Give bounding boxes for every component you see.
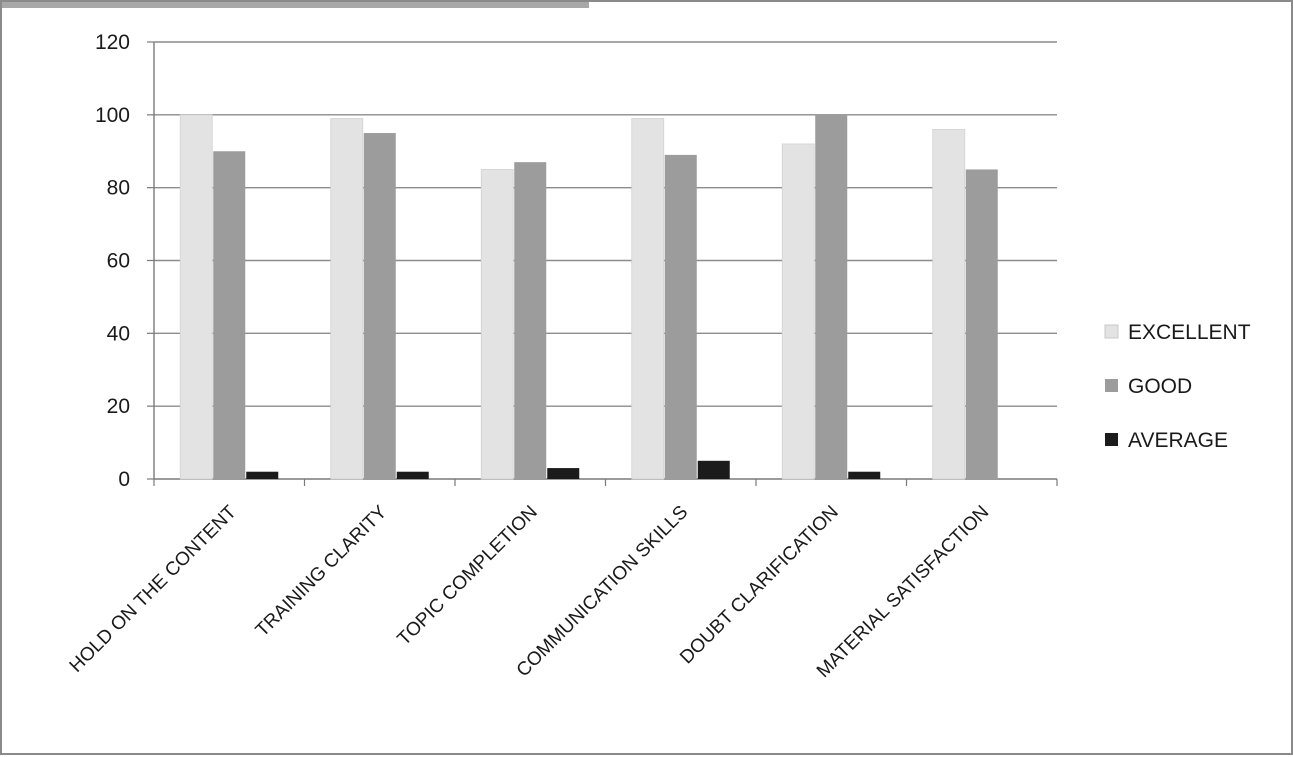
bar-good xyxy=(213,151,246,479)
bar-good xyxy=(363,133,396,479)
bar-average xyxy=(547,468,580,479)
y-tick-label: 60 xyxy=(107,250,130,273)
x-category-label: TOPIC COMPLETION xyxy=(394,502,542,650)
y-tick-label: 120 xyxy=(95,31,130,54)
bar-average xyxy=(848,471,881,479)
x-category-label: DOUBT CLARIFICATION xyxy=(676,502,843,669)
y-tick-label: 80 xyxy=(107,177,130,200)
bars xyxy=(179,114,998,480)
bar-excellent xyxy=(480,169,514,480)
y-tick-label: 100 xyxy=(95,104,130,127)
bar-excellent xyxy=(631,118,665,480)
legend-label-excellent: EXCELLENT xyxy=(1128,321,1251,344)
y-tick-label: 40 xyxy=(107,322,130,345)
bar-good xyxy=(815,114,848,479)
x-category-label: TRAINING CLARITY xyxy=(252,501,392,641)
bar-excellent xyxy=(179,114,213,480)
bar-excellent xyxy=(330,118,364,480)
x-category-label: HOLD ON THE CONTENT xyxy=(66,501,241,676)
y-tick-label: 0 xyxy=(118,468,130,491)
bar-average xyxy=(396,471,429,479)
x-category-label: MATERIAL SATISFACTION xyxy=(813,502,993,682)
bar-good xyxy=(965,169,998,480)
legend: EXCELLENT GOOD AVERAGE xyxy=(1104,321,1251,452)
legend-swatch-good xyxy=(1105,379,1118,392)
x-category-label: COMMUNICATION SKILLS xyxy=(513,502,693,682)
bar-good xyxy=(664,154,697,479)
bar-excellent xyxy=(932,129,966,480)
legend-label-average: AVERAGE xyxy=(1128,429,1228,452)
legend-swatch-excellent xyxy=(1104,324,1119,339)
bar-average xyxy=(246,471,279,479)
top-strip xyxy=(2,2,589,8)
bar-good xyxy=(514,162,547,480)
gridlines xyxy=(154,41,1057,407)
legend-label-good: GOOD xyxy=(1128,375,1192,398)
bar-average xyxy=(697,460,730,479)
legend-swatch-average xyxy=(1105,433,1118,446)
axes xyxy=(147,41,1058,486)
bar-excellent xyxy=(781,143,815,480)
y-tick-label: 20 xyxy=(107,395,130,418)
